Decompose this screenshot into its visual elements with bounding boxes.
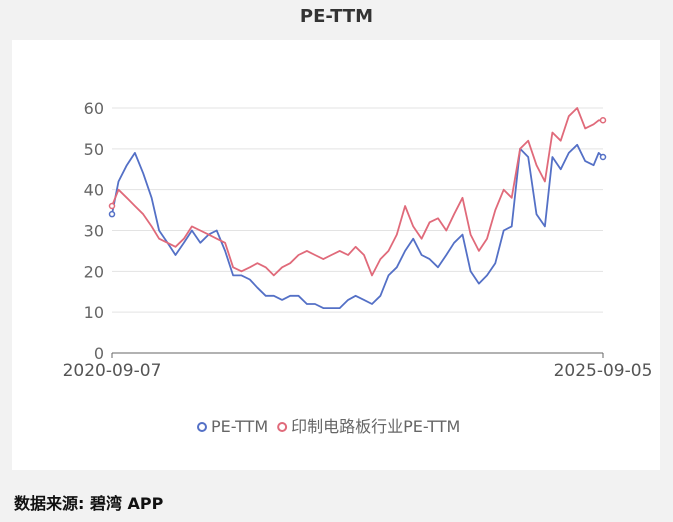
data-source-caption: 数据来源: 碧湾 APP bbox=[14, 494, 164, 513]
chart-panel: 0 10 20 30 40 50 60 2020-09-07 2025-09-05 PE-TTM… bbox=[12, 40, 660, 470]
y-tick-label: 0 bbox=[94, 344, 104, 363]
y-tick-label: 30 bbox=[84, 222, 104, 241]
legend: PE-TTM 印制电路板行业PE-TTM bbox=[197, 417, 460, 436]
series-line-2 bbox=[111, 107, 603, 277]
legend-marker-1 bbox=[197, 422, 207, 432]
y-tick-label: 60 bbox=[84, 99, 104, 118]
series-lines bbox=[108, 107, 607, 310]
legend-label-1: PE-TTM bbox=[211, 417, 268, 436]
y-tick-label: 40 bbox=[84, 181, 104, 200]
x-tick-label: 2025-09-05 bbox=[554, 361, 653, 381]
series-line-1 bbox=[111, 143, 604, 310]
grid-lines bbox=[112, 107, 603, 313]
y-tick-label: 50 bbox=[84, 140, 104, 159]
y-tick-label: 10 bbox=[84, 303, 104, 322]
legend-label-2: 印制电路板行业PE-TTM bbox=[291, 417, 460, 436]
x-tick-label: 2020-09-07 bbox=[63, 361, 162, 381]
line-chart: 0 10 20 30 40 50 60 2020-09-07 2025-09-05 PE-TTM… bbox=[63, 99, 653, 436]
series-end-point-1 bbox=[599, 153, 607, 161]
y-tick-label: 20 bbox=[84, 262, 104, 281]
legend-marker-2 bbox=[277, 422, 288, 432]
axes: 0 10 20 30 40 50 60 2020-09-07 2025-09-05 bbox=[63, 99, 653, 381]
series-start-point-1 bbox=[108, 210, 116, 218]
series-end-point-2 bbox=[599, 117, 607, 124]
series-start-point-2 bbox=[108, 202, 116, 210]
chart-title: PE-TTM bbox=[299, 6, 374, 27]
